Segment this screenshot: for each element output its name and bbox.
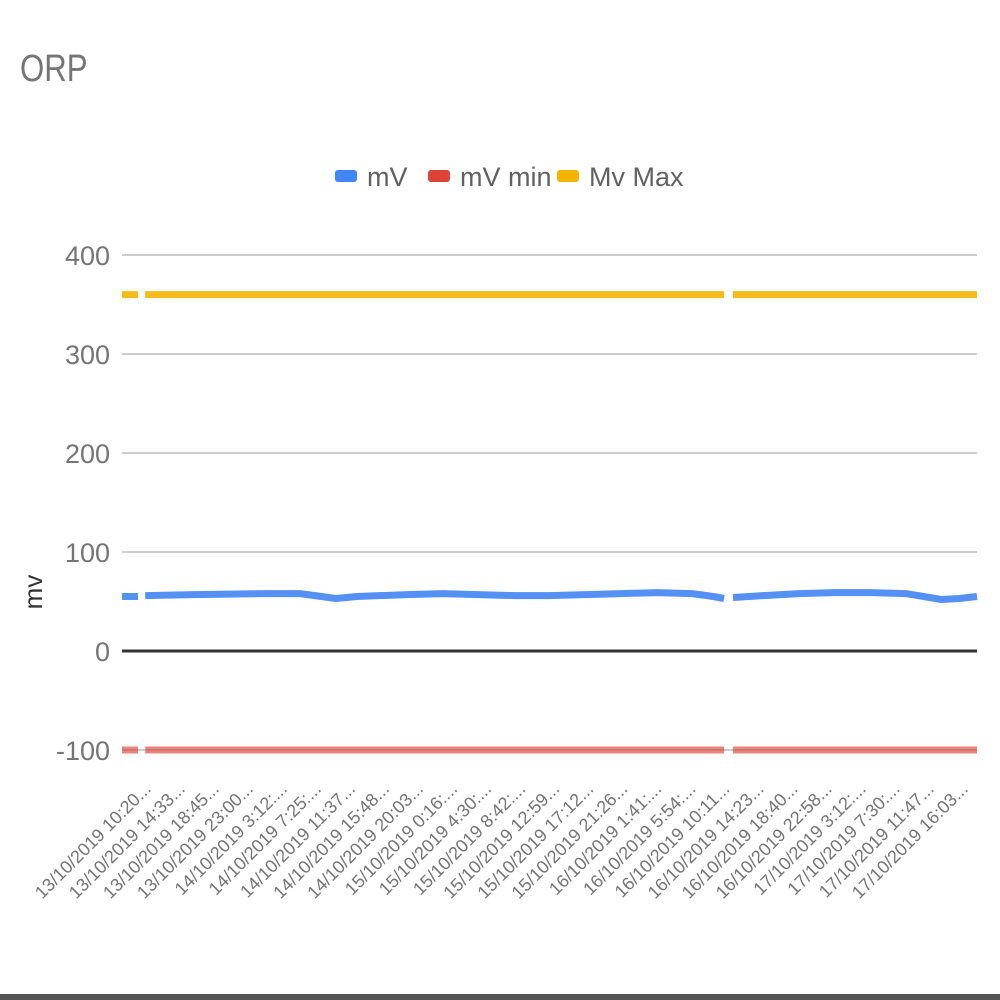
legend-label: mV min — [460, 162, 552, 192]
x-axis-ticks: 13/10/2019 10:20...13/10/2019 14:33...13… — [31, 779, 972, 903]
series-line-segment — [145, 589, 725, 602]
window-bottom-edge — [0, 994, 1000, 1000]
y-axis-ticks: -100 0 100 200 300 400 — [56, 241, 110, 766]
y-tick-label: 200 — [65, 439, 110, 469]
y-tick-label: 400 — [65, 241, 110, 271]
legend-swatch — [428, 170, 450, 182]
legend-label: Mv Max — [589, 162, 684, 192]
legend: mV mV min Mv Max — [335, 162, 684, 192]
y-tick-label: 0 — [95, 637, 110, 667]
series-lines — [122, 291, 978, 754]
gridlines — [122, 254, 977, 751]
legend-item[interactable]: mV min — [428, 162, 552, 192]
chart-title: ORP — [20, 48, 88, 90]
y-axis-title: mv — [18, 575, 48, 610]
series-mv — [122, 589, 978, 603]
y-tick-label: 100 — [65, 538, 110, 568]
legend-label: mV — [367, 162, 408, 192]
y-tick-label: 300 — [65, 340, 110, 370]
legend-swatch — [557, 170, 579, 182]
legend-item[interactable]: Mv Max — [557, 162, 684, 192]
series-line-segment — [732, 589, 978, 603]
legend-item[interactable]: mV — [335, 162, 408, 192]
legend-swatch — [335, 170, 357, 182]
y-tick-label: -100 — [56, 736, 110, 766]
